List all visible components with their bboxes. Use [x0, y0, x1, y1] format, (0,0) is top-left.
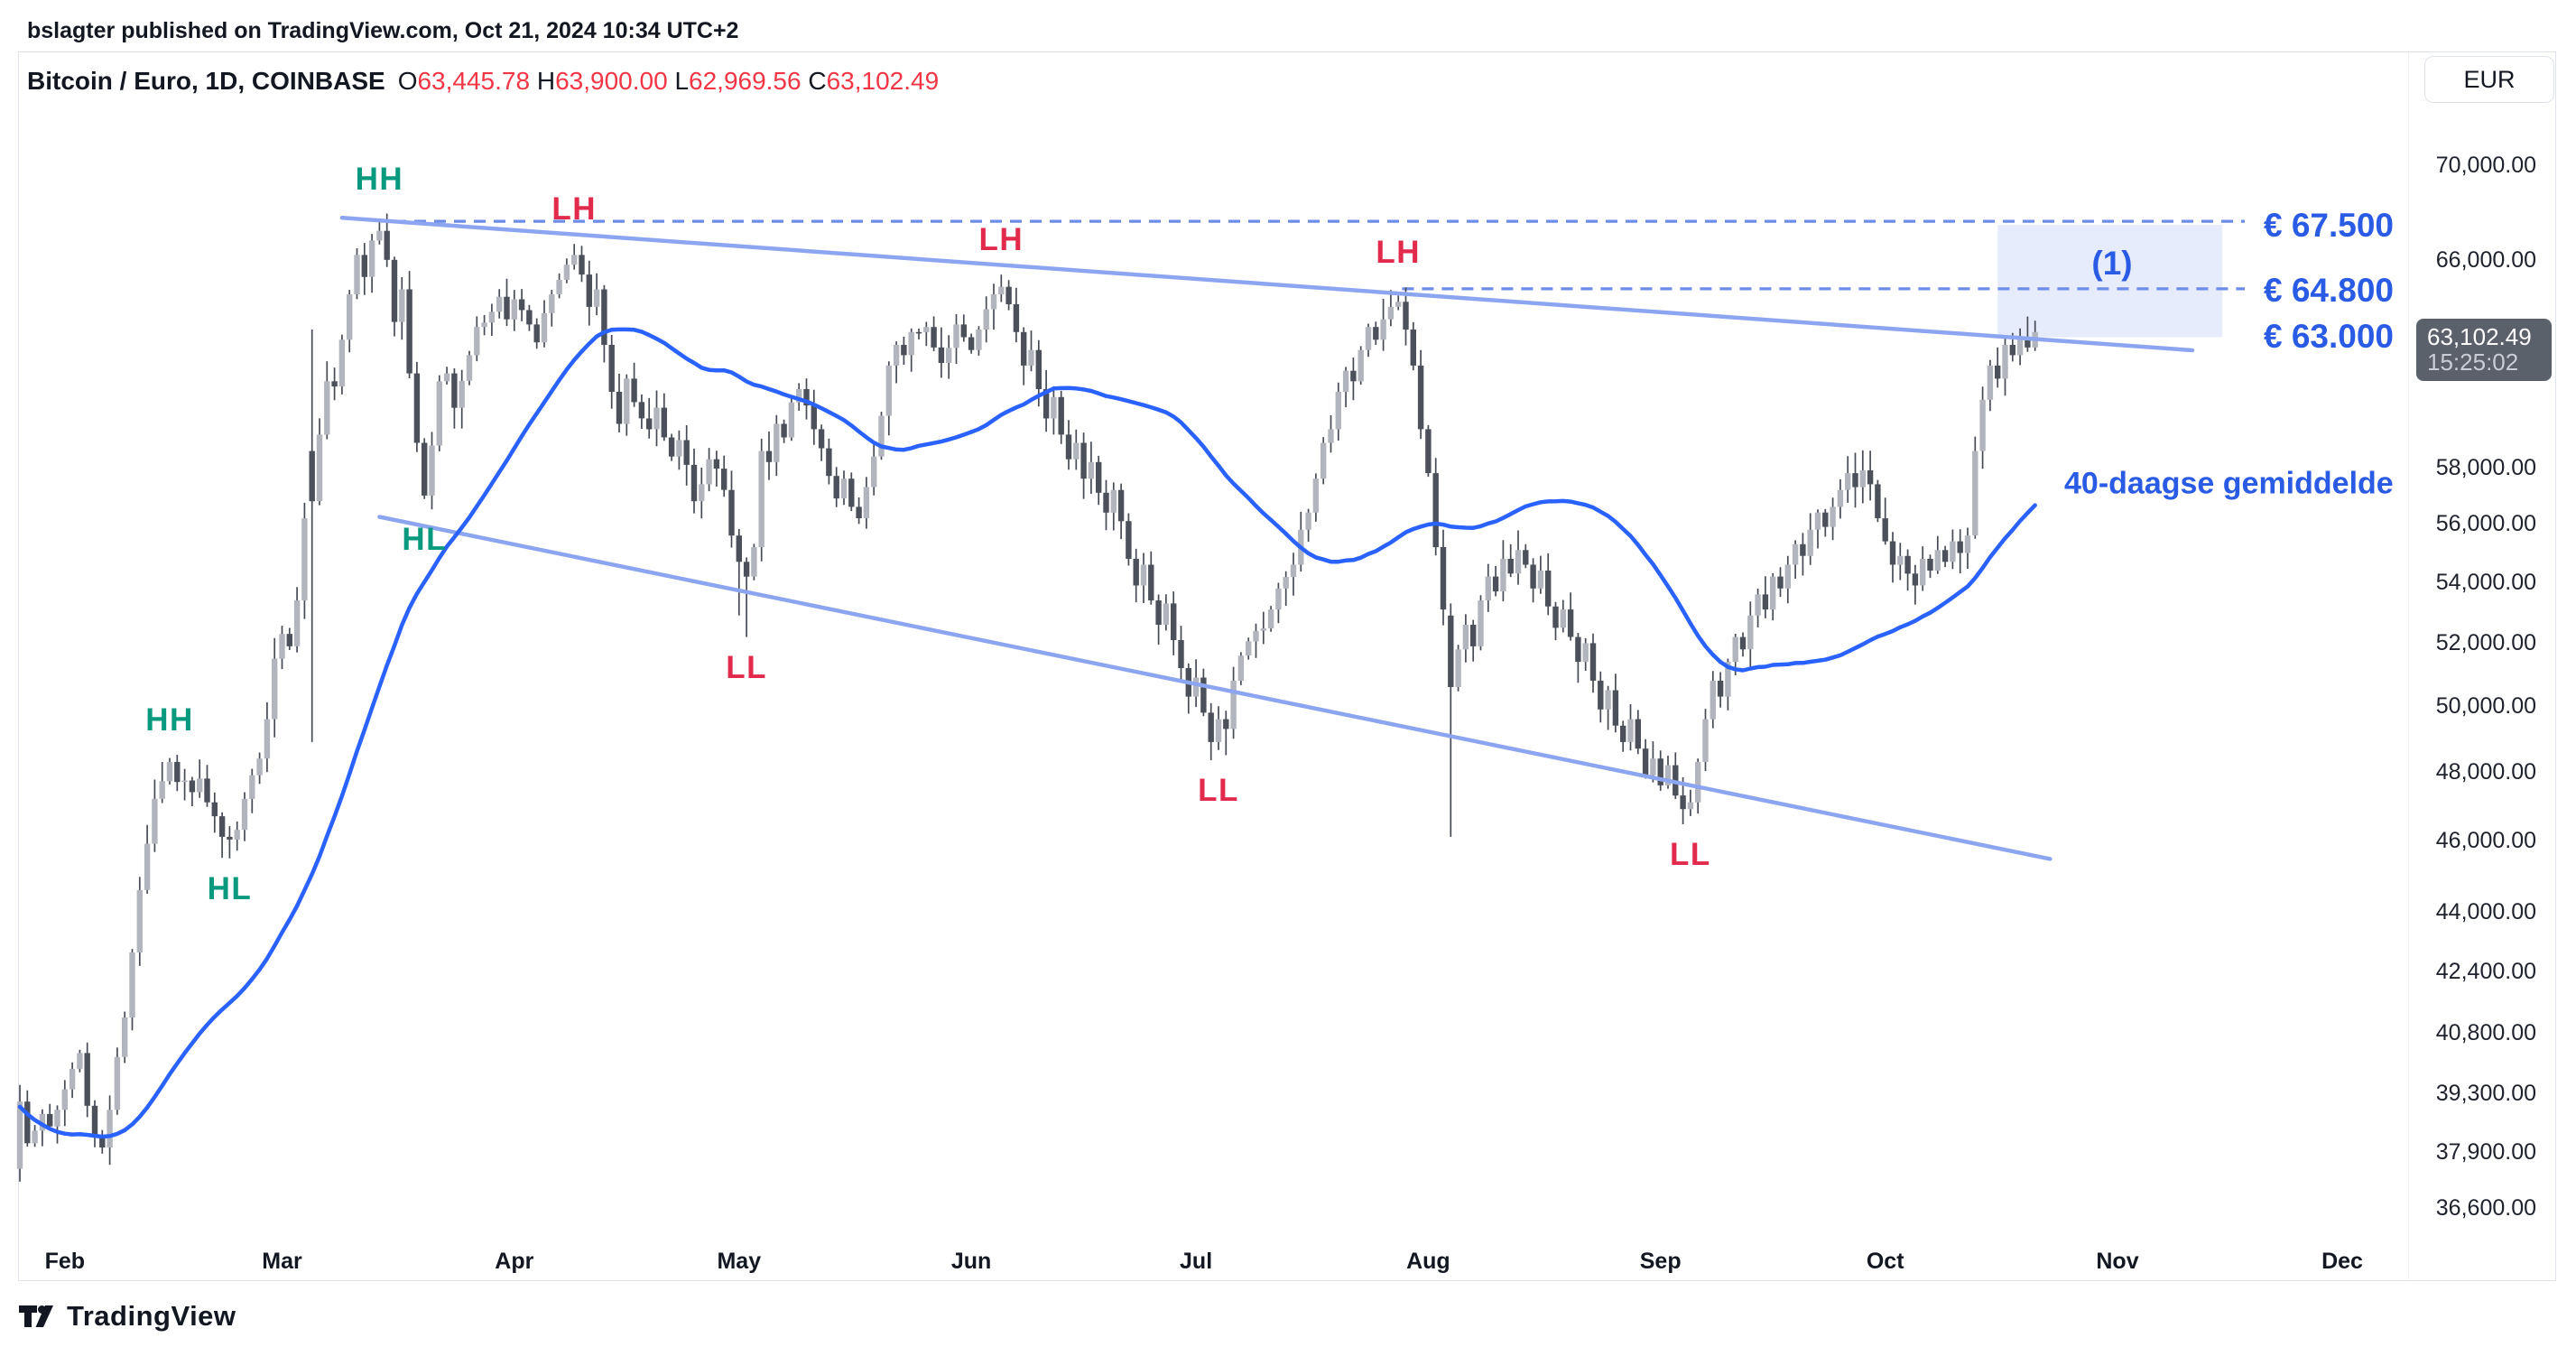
swing-label-8-lh: LH: [1376, 235, 1422, 271]
trendline-upper-resistance[interactable]: [339, 215, 2195, 353]
high-value: 63,900.00: [555, 67, 668, 95]
y-axis-tick-7: 48,000.00: [2435, 758, 2536, 785]
swing-label-7-ll: LL: [1198, 773, 1239, 809]
last-price-value: 63,102.49: [2427, 322, 2532, 350]
swing-label-5-ll: LL: [726, 649, 767, 685]
swing-label-3-hl: HL: [402, 522, 448, 558]
attribution-text: bslagter published on TradingView.com, O…: [27, 18, 739, 43]
last-price-badge: 63,102.49 15:25:02: [2416, 318, 2552, 381]
swing-label-1-hl: HL: [207, 870, 253, 906]
symbol-header: Bitcoin / Euro, 1D, COINBASE O63,445.78 H…: [27, 67, 939, 96]
x-axis-month-aug: Aug: [1406, 1249, 1450, 1274]
y-axis-tick-5: 52,000.00: [2435, 630, 2536, 656]
x-axis-month-nov: Nov: [2096, 1249, 2139, 1274]
chart-card: [18, 51, 2556, 1281]
price-axis-separator: [2408, 52, 2409, 1280]
y-axis-tick-8: 46,000.00: [2435, 827, 2536, 853]
x-axis-month-mar: Mar: [262, 1249, 302, 1274]
y-axis-tick-14: 36,600.00: [2435, 1194, 2536, 1221]
moving-average-line[interactable]: [17, 327, 2037, 1139]
y-axis-tick-11: 40,800.00: [2435, 1020, 2536, 1046]
y-axis-tick-9: 44,000.00: [2435, 898, 2536, 924]
y-axis-tick-3: 56,000.00: [2435, 511, 2536, 537]
y-axis-tick-2: 58,000.00: [2435, 454, 2536, 480]
price-level-label-64800: € 64.800: [2263, 272, 2394, 309]
swing-label-0-hh: HH: [145, 702, 194, 739]
low-letter: L: [674, 67, 690, 95]
y-axis-tick-6: 50,000.00: [2435, 693, 2536, 720]
candle-wicks-layer: [19, 213, 2036, 1182]
swing-label-6-lh: LH: [978, 222, 1024, 258]
price-axis[interactable]: 70,000.00 66,000.00 58,000.00 56,000.00 54,0…: [2392, 0, 2536, 1347]
tradingview-footer[interactable]: TradingView: [18, 1300, 236, 1333]
swing-label-4-lh: LH: [551, 191, 598, 228]
open-value: 63,445.78: [417, 67, 531, 95]
tradingview-wordmark: TradingView: [67, 1300, 236, 1332]
x-axis-month-jun: Jun: [950, 1249, 992, 1274]
bar-countdown: 15:25:02: [2427, 348, 2519, 376]
tradingview-logo-icon: [19, 1305, 53, 1327]
wave-count-label: (1): [2091, 245, 2133, 282]
x-axis-month-sep: Sep: [1639, 1249, 1682, 1274]
price-level-label-67500: € 67.500: [2263, 207, 2394, 244]
trendline-lower-support[interactable]: [377, 515, 2052, 861]
x-axis-month-apr: Apr: [495, 1249, 534, 1274]
wave-target-box: [1997, 225, 2223, 338]
open-letter: O: [397, 67, 418, 95]
high-letter: H: [536, 67, 556, 95]
y-axis-tick-13: 37,900.00: [2435, 1138, 2536, 1165]
moving-average-label: 40-daagse gemiddelde: [2064, 466, 2394, 501]
y-axis-tick-4: 54,000.00: [2435, 570, 2536, 596]
currency-eur-button[interactable]: EUR: [2424, 56, 2554, 103]
close-value: 63,102.49: [826, 67, 940, 95]
price-level-label-63000: € 63.000: [2263, 318, 2394, 355]
candle-bodies-layer: [16, 230, 2038, 1169]
symbol-title: Bitcoin / Euro, 1D, COINBASE: [27, 67, 385, 95]
x-axis-month-oct: Oct: [1866, 1249, 1904, 1274]
x-axis-month-dec: Dec: [2321, 1249, 2363, 1274]
low-value: 62,969.56: [689, 67, 802, 95]
x-axis-month-may: May: [717, 1249, 762, 1274]
y-axis-tick-1: 66,000.00: [2435, 246, 2536, 273]
x-axis-month-jul: Jul: [1180, 1249, 1213, 1274]
x-axis-month-feb: Feb: [44, 1249, 86, 1274]
swing-label-2-hh: HH: [355, 161, 404, 197]
time-axis[interactable]: Feb Mar Apr May Jun Jul Aug Sep Oct Nov Dec: [0, 1249, 2576, 1276]
y-axis-tick-0: 70,000.00: [2435, 153, 2536, 178]
swing-label-9-ll: LL: [1670, 836, 1711, 872]
y-axis-tick-12: 39,300.00: [2435, 1081, 2536, 1107]
close-letter: C: [808, 67, 827, 95]
y-axis-tick-10: 42,400.00: [2435, 958, 2536, 984]
